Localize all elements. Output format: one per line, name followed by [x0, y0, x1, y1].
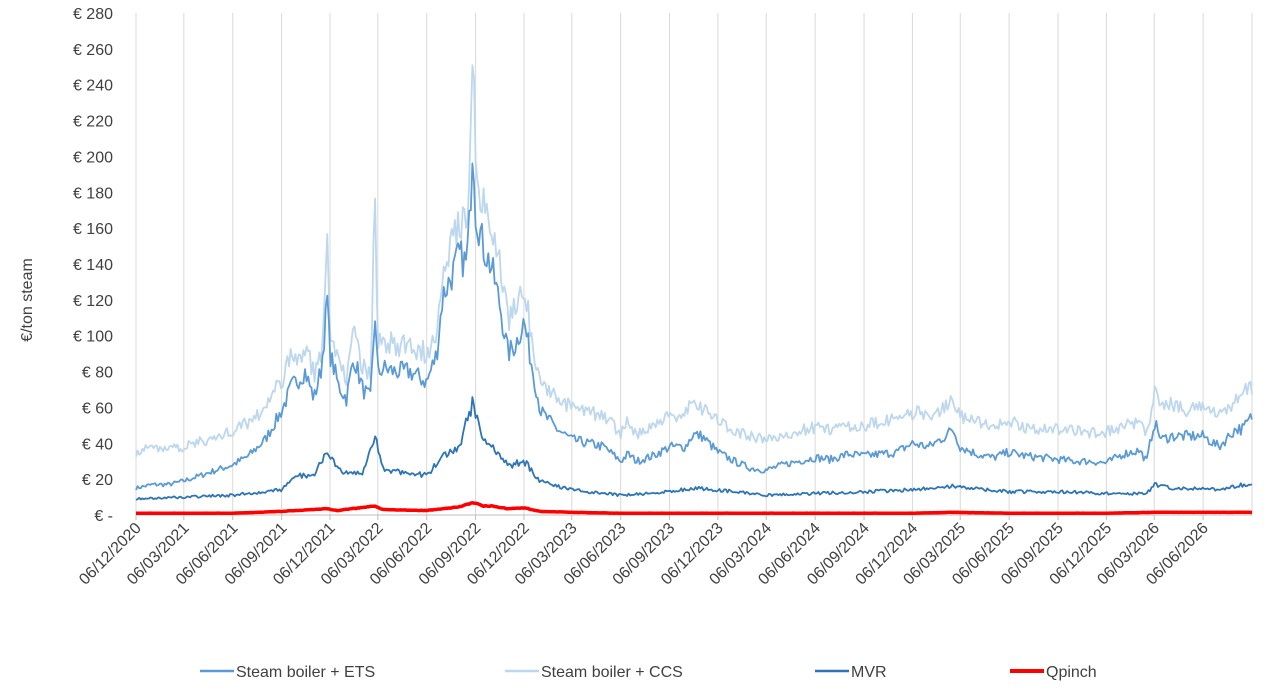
y-tick-label-6: € 120	[73, 293, 113, 310]
y-tick-label-2: € 40	[82, 436, 113, 453]
y-tick-label-7: € 140	[73, 257, 113, 274]
y-tick-label-0: € -	[94, 508, 113, 525]
series-line-0	[135, 162, 1253, 491]
x-axis-tick-labels: 06/12/202006/03/202106/06/202106/09/2021…	[76, 520, 1212, 589]
y-tick-label-12: € 240	[73, 78, 113, 95]
series-line-3	[135, 501, 1253, 516]
legend-label-0: Steam boiler + ETS	[236, 664, 375, 681]
y-tick-label-13: € 260	[73, 42, 113, 59]
series-line-2	[135, 396, 1253, 501]
y-tick-label-10: € 200	[73, 149, 113, 166]
y-tick-label-5: € 100	[73, 329, 113, 346]
y-tick-label-8: € 160	[73, 221, 113, 238]
x-axis	[135, 514, 1252, 520]
y-tick-label-11: € 220	[73, 114, 113, 131]
y-axis-tick-labels: € - € 20 € 40 € 60 € 80 € 100 € 120 € 140 € 160 €…	[73, 6, 113, 525]
vertical-gridlines	[135, 13, 1253, 515]
legend-label-3: Qpinch	[1046, 664, 1097, 681]
legend-label-1: Steam boiler + CCS	[541, 664, 683, 681]
y-tick-label-3: € 60	[82, 400, 113, 417]
series-line-1	[135, 64, 1253, 457]
legend: Steam boiler + ETS Steam boiler + CCS MVR Q…	[200, 664, 1097, 681]
y-axis-label: €/ton steam	[19, 258, 36, 342]
legend-label-2: MVR	[851, 664, 887, 681]
y-tick-label-4: € 80	[82, 365, 113, 382]
y-tick-label-1: € 20	[82, 472, 113, 489]
series-lines	[135, 64, 1253, 516]
y-tick-label-14: € 280	[73, 6, 113, 23]
y-tick-label-9: € 180	[73, 185, 113, 202]
